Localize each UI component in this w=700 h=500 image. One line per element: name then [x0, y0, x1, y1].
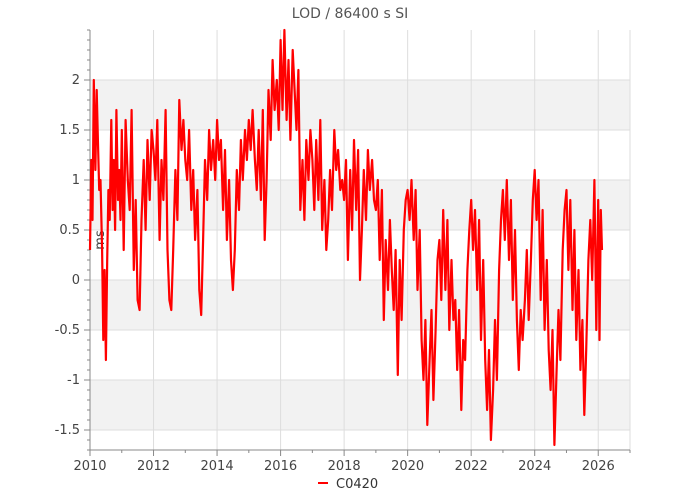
grid-band — [90, 380, 630, 430]
x-tick-label: 2026 — [582, 459, 615, 474]
y-tick-label: 1 — [72, 173, 80, 188]
x-tick-label: 2012 — [137, 459, 170, 474]
series-line — [88, 28, 604, 447]
y-tick-label: 0 — [72, 273, 80, 288]
series-layer — [88, 28, 604, 447]
chart-title: LOD / 86400 s SI — [292, 6, 408, 22]
legend[interactable]: C0420 — [318, 477, 378, 492]
y-tick-label: 0.5 — [59, 223, 80, 238]
y-tick-label: -0.5 — [55, 323, 80, 338]
y-axis-title: ms — [93, 230, 108, 250]
y-tick-label: 1.5 — [59, 123, 80, 138]
y-tick-label: 2 — [72, 73, 80, 88]
x-tick-label: 2010 — [73, 459, 106, 474]
legend-label: C0420 — [336, 477, 378, 492]
x-tick-label: 2018 — [328, 459, 361, 474]
x-tick-label: 2014 — [201, 459, 234, 474]
y-tick-label: -1 — [67, 373, 80, 388]
x-tick-label: 2024 — [518, 459, 551, 474]
x-tick-label: 2016 — [264, 459, 297, 474]
grid-band — [90, 80, 630, 130]
x-tick-label: 2020 — [391, 459, 424, 474]
y-tick-label: -1.5 — [55, 423, 80, 438]
x-tick-label: 2022 — [455, 459, 488, 474]
